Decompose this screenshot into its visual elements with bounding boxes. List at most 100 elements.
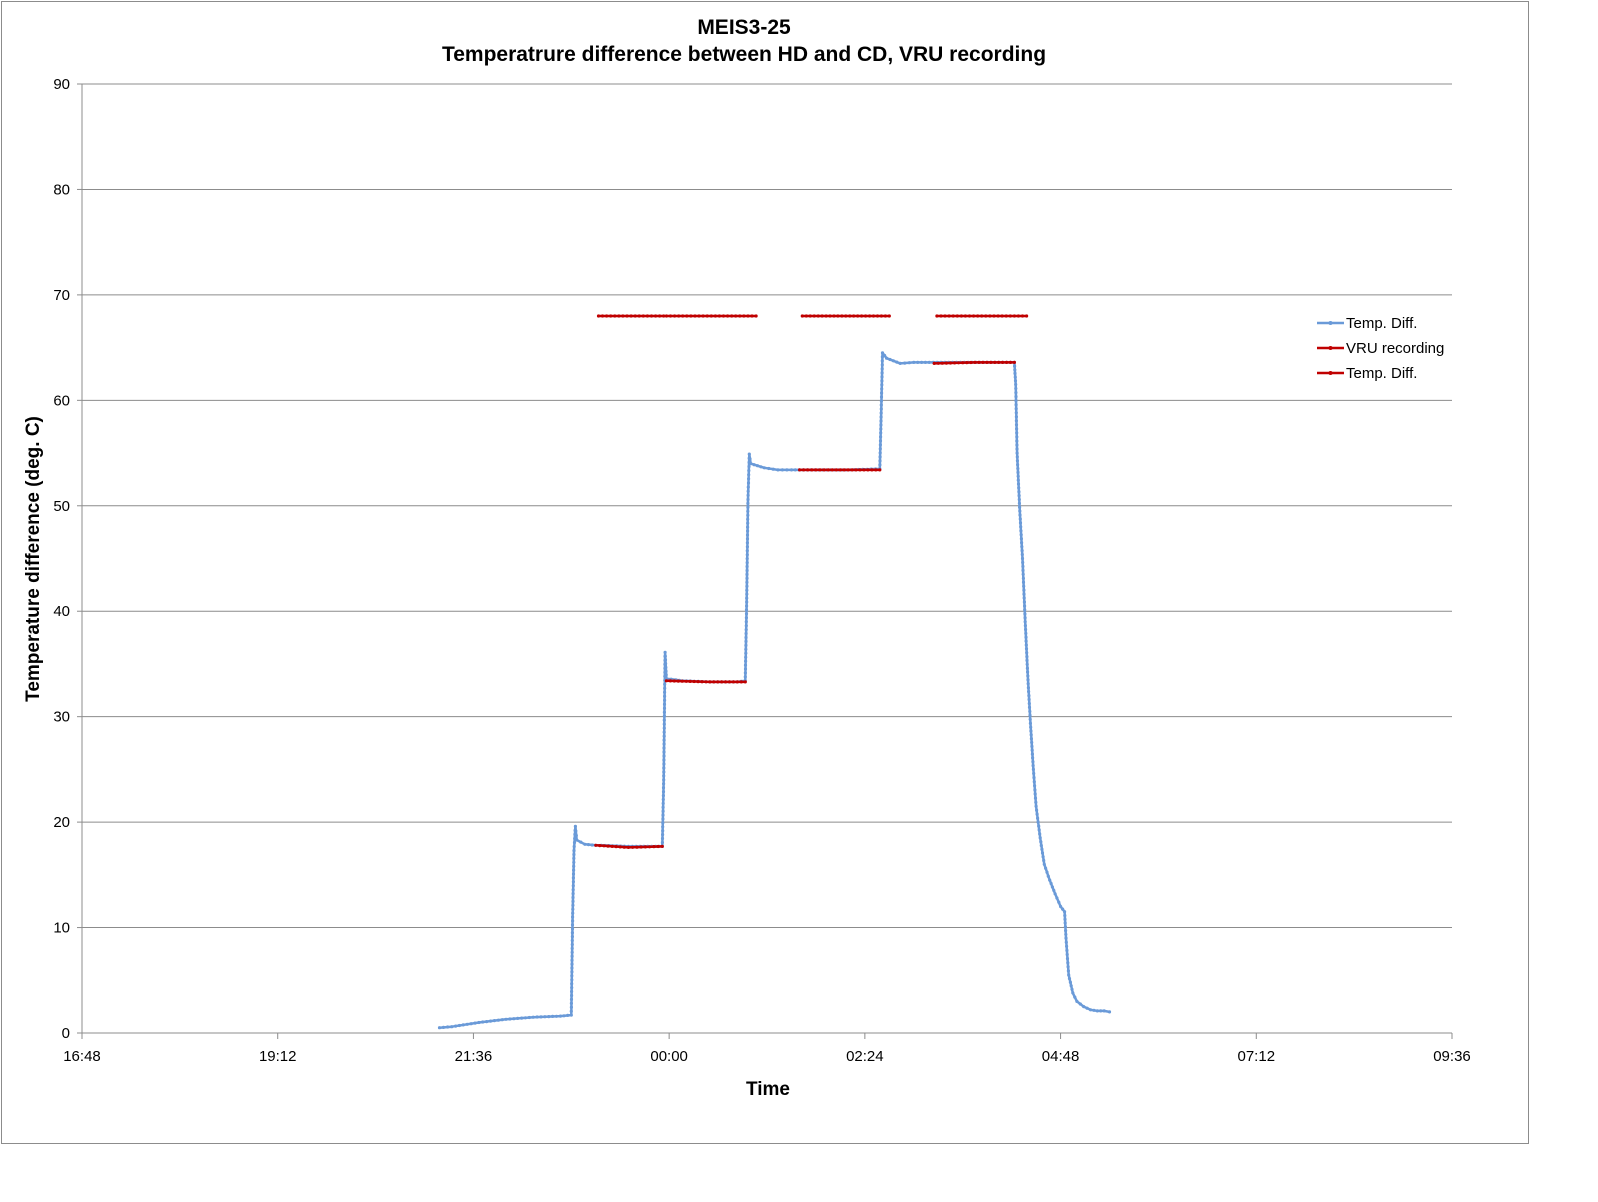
- series-vru-recording-point: [963, 314, 968, 318]
- series-temp-diff-point: [745, 564, 749, 569]
- series-temp-diff-point: [572, 864, 576, 868]
- series-temp-diff-point: [1085, 1006, 1089, 1010]
- series-temp-diff-red-point: [692, 679, 696, 684]
- series-temp-diff-point: [569, 1013, 573, 1017]
- series-temp-diff-point: [1061, 907, 1065, 911]
- series-temp-diff-point: [1023, 620, 1027, 624]
- series-temp-diff-point: [1021, 572, 1025, 576]
- series-temp-diff-red-point: [622, 845, 626, 849]
- series-temp-diff-point: [477, 1020, 481, 1025]
- series-vru-recording-point: [697, 314, 701, 318]
- series-temp-diff-point: [752, 463, 756, 467]
- series-temp-diff-point: [571, 919, 575, 923]
- series-temp-diff-point: [746, 505, 750, 509]
- series-temp-diff-point: [1018, 513, 1022, 517]
- series-temp-diff-point: [465, 1022, 469, 1026]
- series-temp-diff-point: [572, 860, 576, 864]
- series-temp-diff-point: [1022, 584, 1026, 588]
- series-temp-diff-point: [662, 750, 666, 754]
- series-vru-recording-point: [800, 314, 804, 318]
- series-temp-diff-point: [879, 395, 884, 399]
- series-temp-diff-point: [663, 686, 667, 690]
- series-temp-diff-red-point: [862, 468, 866, 472]
- series-temp-diff-red-point: [973, 360, 977, 364]
- series-temp-diff-point: [745, 604, 749, 608]
- series-vru-recording-point: [1000, 314, 1004, 318]
- series-temp-diff-point: [661, 809, 665, 813]
- series-temp-diff-point: [745, 549, 749, 553]
- series-temp-diff-point: [663, 650, 667, 654]
- series-temp-diff-point: [1064, 932, 1068, 936]
- series-temp-diff-point: [1026, 686, 1030, 690]
- y-tick-label: 10: [53, 920, 70, 937]
- series-temp-diff-point: [1023, 604, 1027, 608]
- series-temp-diff-point: [1015, 443, 1019, 447]
- series-vru-recording-point: [685, 314, 689, 318]
- series-temp-diff-point: [583, 842, 587, 846]
- series-temp-diff-point: [880, 375, 884, 379]
- series-temp-diff-point: [745, 584, 749, 588]
- series-vru-recording-point: [883, 314, 888, 318]
- series-temp-diff-red-point: [830, 468, 834, 472]
- series-temp-diff-point: [879, 407, 883, 411]
- series-temp-diff-point: [1063, 913, 1067, 918]
- series-vru-recording-point: [713, 314, 718, 318]
- series-temp-diff-point: [1014, 403, 1018, 407]
- series-temp-diff-point: [880, 387, 884, 391]
- series-temp-diff-red-point: [932, 361, 936, 365]
- series-temp-diff-point: [570, 938, 574, 943]
- series-vru-recording-point: [721, 314, 726, 318]
- series-temp-diff-point: [570, 993, 574, 998]
- series-temp-diff-red-point: [961, 361, 965, 365]
- series-temp-diff-point: [1026, 674, 1030, 678]
- series-temp-diff-point: [888, 357, 892, 362]
- series-temp-diff-point: [572, 849, 576, 853]
- series-temp-diff-point: [878, 443, 883, 447]
- series-temp-diff-point: [590, 843, 594, 847]
- series-temp-diff-point: [572, 868, 576, 872]
- series-temp-diff-red-point: [810, 468, 814, 472]
- series-temp-diff-point: [566, 1013, 570, 1018]
- series-temp-diff-red-point: [948, 361, 953, 365]
- series-vru-recording-point: [673, 314, 677, 318]
- series-temp-diff-point: [1017, 494, 1021, 498]
- series-temp-diff-point: [570, 970, 574, 974]
- series-temp-diff-point: [1027, 705, 1032, 710]
- series-temp-diff-point: [1013, 375, 1017, 379]
- series-temp-diff-point: [663, 654, 667, 658]
- y-tick-label: 50: [53, 498, 70, 515]
- series-temp-diff-point: [879, 427, 883, 431]
- series-temp-diff-red-point: [850, 468, 854, 472]
- series-temp-diff-point: [570, 954, 574, 958]
- series-temp-diff-red-point: [1004, 360, 1009, 364]
- series-temp-diff-point: [1065, 948, 1069, 953]
- series-temp-diff-point: [1027, 690, 1031, 694]
- series-temp-diff-point: [1029, 737, 1033, 741]
- series-temp-diff-point: [662, 766, 666, 770]
- series-temp-diff-point: [1020, 552, 1024, 557]
- series-temp-diff-point: [496, 1018, 500, 1022]
- series-temp-diff-point: [1029, 725, 1033, 729]
- series-temp-diff-point: [662, 774, 666, 778]
- series-temp-diff-point: [664, 662, 668, 666]
- series-vru-recording-point: [868, 314, 872, 318]
- series-temp-diff-point: [1016, 482, 1021, 486]
- series-temp-diff-point: [520, 1016, 524, 1020]
- series-temp-diff-point: [1065, 944, 1069, 948]
- series-temp-diff-point: [571, 880, 576, 884]
- series-temp-diff-point: [745, 545, 750, 549]
- series-temp-diff-point: [879, 399, 884, 403]
- series-temp-diff-point: [1014, 382, 1018, 387]
- series-vru-recording-point: [976, 314, 980, 318]
- series-temp-diff-point: [743, 671, 748, 675]
- series-temp-diff-point: [916, 360, 920, 364]
- series-temp-diff-red-point: [635, 845, 639, 849]
- series-temp-diff-red-point: [1012, 360, 1017, 364]
- series-temp-diff-point: [1025, 662, 1029, 666]
- series-temp-diff-point: [744, 608, 749, 612]
- series-vru-recording-point: [664, 314, 669, 318]
- series-temp-diff-point: [570, 942, 574, 947]
- series-temp-diff-point: [1030, 744, 1034, 749]
- series-temp-diff-point: [662, 778, 666, 782]
- chart-canvas: 0 10 20 30 40 50 60 70 80 90 16:48 19:12 21:36 00:00 0…: [23, 16, 1471, 1100]
